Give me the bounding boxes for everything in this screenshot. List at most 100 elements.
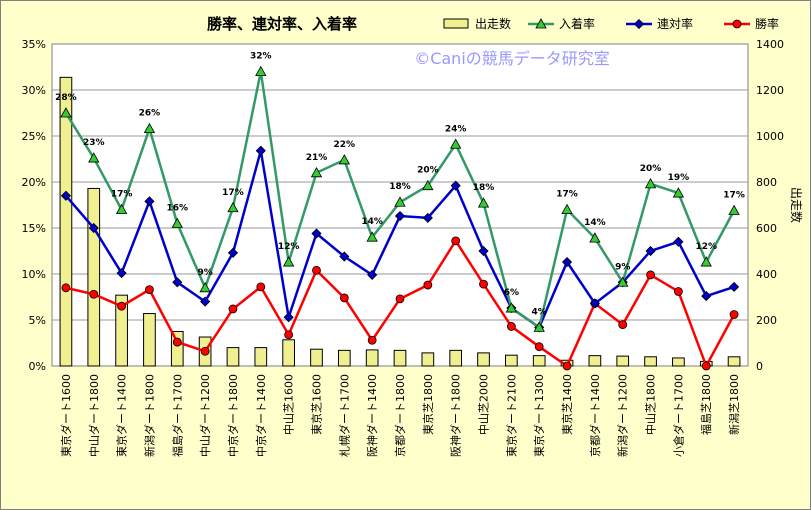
data-label: 21% xyxy=(306,153,328,163)
data-point xyxy=(311,228,322,239)
bar xyxy=(477,352,490,367)
data-point xyxy=(701,361,711,371)
data-point xyxy=(618,320,628,330)
data-point xyxy=(589,298,600,309)
legend-label: 勝率 xyxy=(755,16,779,31)
data-point xyxy=(310,166,323,178)
bar xyxy=(672,357,685,367)
bar xyxy=(282,339,295,367)
y-tick-label: 35% xyxy=(22,38,46,51)
data-label: 17% xyxy=(723,191,745,201)
data-point xyxy=(227,201,239,213)
x-tick-label: 東京芝1800 xyxy=(421,374,435,435)
bar xyxy=(393,349,407,367)
data-point xyxy=(506,322,516,331)
data-point xyxy=(450,180,461,191)
y2-tick-label: 1000 xyxy=(756,130,784,143)
data-point xyxy=(561,203,573,215)
bar xyxy=(254,347,268,367)
data-point xyxy=(172,277,183,288)
x-tick-label: 東京ダート2100 xyxy=(504,374,518,457)
data-point xyxy=(422,212,433,223)
data-point xyxy=(395,294,405,304)
data-label: 14% xyxy=(584,218,606,228)
y-tick-label: 25% xyxy=(22,130,46,143)
data-point xyxy=(144,196,155,207)
y2-tick-label: 600 xyxy=(756,222,777,235)
data-label: 20% xyxy=(640,164,662,174)
bar xyxy=(337,349,351,367)
data-point xyxy=(562,361,572,371)
x-tick-label: 阪神ダート1400 xyxy=(365,374,379,457)
data-point xyxy=(617,276,629,287)
y2-tick-label: 1200 xyxy=(756,84,784,97)
data-label: 28% xyxy=(55,93,77,103)
legend-label: 連対率 xyxy=(657,16,693,31)
data-point xyxy=(644,178,657,189)
bar xyxy=(588,355,602,367)
x-tick-label: 中京ダート1800 xyxy=(226,374,240,457)
watermark: ©Caniの競馬データ研究室 xyxy=(414,49,610,68)
data-point xyxy=(367,269,378,280)
data-label: 12% xyxy=(278,242,300,252)
data-label: 22% xyxy=(334,140,356,150)
data-point xyxy=(477,197,490,208)
data-point xyxy=(394,210,406,222)
data-label: 32% xyxy=(250,52,272,62)
data-point xyxy=(505,302,518,313)
data-point xyxy=(284,330,294,340)
data-label: 24% xyxy=(445,124,467,134)
data-point xyxy=(701,291,712,302)
data-point xyxy=(60,190,71,201)
y2-tick-label: 400 xyxy=(756,268,777,281)
x-tick-label: 東京ダート1300 xyxy=(532,374,546,457)
data-point xyxy=(88,152,100,163)
data-point xyxy=(61,283,71,293)
data-point xyxy=(672,187,685,198)
data-point xyxy=(89,289,99,299)
legend-label: 入着率 xyxy=(559,16,595,31)
bar xyxy=(616,355,630,367)
data-point xyxy=(422,179,434,191)
data-point xyxy=(172,337,182,347)
bar xyxy=(59,76,73,367)
data-label: 23% xyxy=(83,138,105,148)
data-label: 19% xyxy=(668,173,690,183)
data-label: 12% xyxy=(695,242,717,252)
data-point xyxy=(88,222,99,234)
data-point xyxy=(451,236,461,246)
data-point xyxy=(227,247,239,258)
data-point xyxy=(143,122,156,134)
bar xyxy=(532,355,546,367)
data-point xyxy=(534,342,544,352)
bar xyxy=(115,294,128,367)
x-tick-label: 東京芝1400 xyxy=(560,374,574,435)
y2-tick-label: 1400 xyxy=(756,38,784,51)
data-point xyxy=(674,287,683,296)
data-label: 9% xyxy=(615,262,630,272)
data-label: 17% xyxy=(222,188,244,198)
data-point xyxy=(729,281,740,292)
y2-tick-label: 200 xyxy=(756,314,777,327)
data-point xyxy=(450,138,462,149)
legend-label: 出走数 xyxy=(475,16,511,31)
data-point xyxy=(339,251,350,262)
x-tick-label: 中山ダート1800 xyxy=(87,374,101,457)
data-label: 9% xyxy=(197,268,212,278)
legend-marker xyxy=(732,19,742,29)
x-tick-label: 中京ダート1400 xyxy=(254,374,268,457)
data-point xyxy=(478,245,489,257)
x-tick-label: 福島ダート1700 xyxy=(170,374,184,457)
bar xyxy=(421,352,435,367)
bar xyxy=(170,331,184,367)
data-point xyxy=(171,217,183,228)
x-tick-label: 新潟ダート1200 xyxy=(616,374,630,457)
data-label: 18% xyxy=(389,182,411,192)
data-point xyxy=(729,310,739,319)
data-point xyxy=(366,231,378,242)
x-tick-label: 新潟ダート1800 xyxy=(142,374,156,457)
chart-title: 勝率、連対率、入着率 xyxy=(207,15,357,33)
y2-tick-label: 0 xyxy=(756,360,763,373)
data-label: 20% xyxy=(417,166,439,176)
